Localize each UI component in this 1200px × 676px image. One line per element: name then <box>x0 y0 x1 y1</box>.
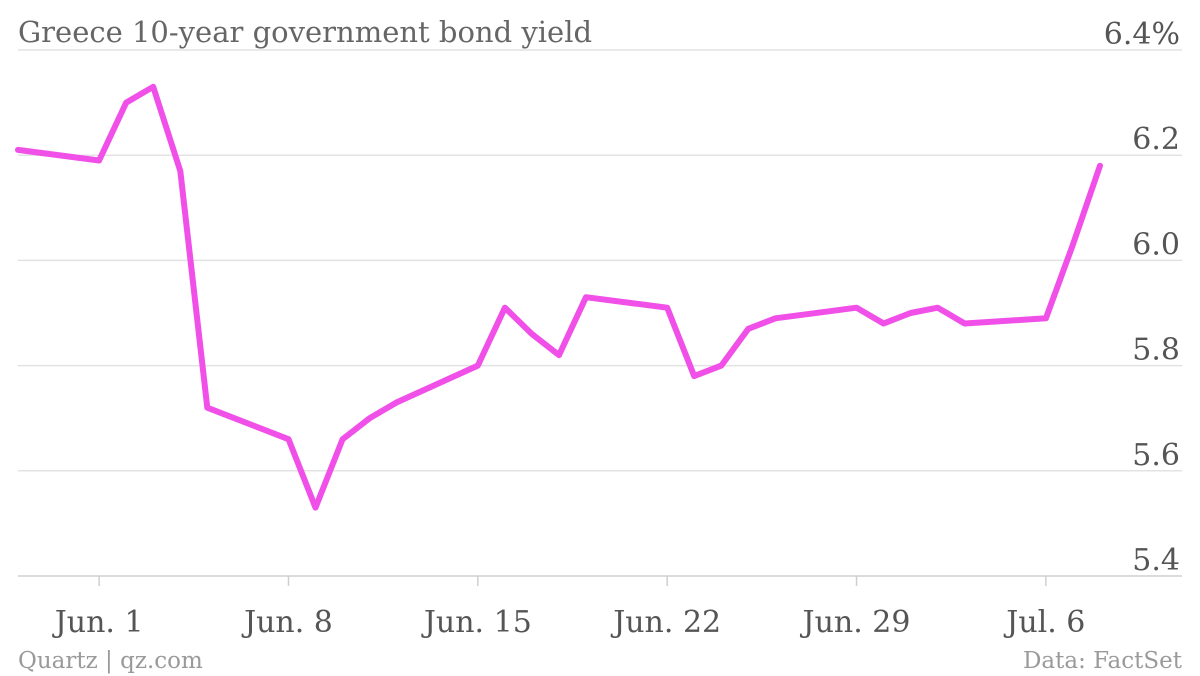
data-point <box>312 505 319 511</box>
data-point <box>1043 315 1049 321</box>
y-axis-labels: 6.4% 6.2 6.0 5.8 5.6 5.4 <box>1104 17 1180 578</box>
y-tick-label: 6.0 <box>1132 227 1180 262</box>
data-point <box>935 305 941 311</box>
data-point <box>691 373 697 379</box>
x-tick-label: Jun. 1 <box>52 605 144 640</box>
data-point <box>339 436 346 442</box>
data-point <box>556 352 562 358</box>
y-tick-label: 6.4% <box>1104 17 1180 52</box>
x-tick-label: Jun. 15 <box>421 605 532 640</box>
gridlines <box>18 49 1182 577</box>
data-point <box>96 157 102 164</box>
credit-text: Quartz | qz.com <box>18 648 203 674</box>
data-point <box>583 294 589 300</box>
data-point <box>1097 163 1103 169</box>
y-tick-label: 5.8 <box>1132 333 1180 368</box>
data-point <box>745 326 751 332</box>
data-point <box>15 147 21 153</box>
data-point <box>285 436 292 442</box>
data-point <box>908 310 914 316</box>
y-tick-label: 5.4 <box>1132 543 1180 578</box>
x-axis: Jun. 1 Jun. 8 Jun. 15 Jun. 22 Jun. 29 Jul. 6 <box>52 576 1085 640</box>
data-point <box>1070 242 1076 248</box>
data-point <box>880 320 887 327</box>
x-tick-label: Jun. 29 <box>800 605 911 640</box>
data-point <box>502 305 508 311</box>
chart-title: Greece 10-year government bond yield <box>18 15 592 49</box>
data-point <box>772 315 778 321</box>
y-tick-label: 6.2 <box>1132 122 1180 157</box>
data-point <box>475 363 481 369</box>
source-text: Data: FactSet <box>1023 648 1183 674</box>
data-point <box>962 320 968 327</box>
data-point <box>204 405 210 411</box>
data-point <box>150 84 156 90</box>
x-tick-label: Jul. 6 <box>1003 605 1085 640</box>
y-tick-label: 5.6 <box>1132 438 1180 473</box>
series-layer <box>15 83 1103 511</box>
data-point <box>529 331 535 337</box>
series-line <box>15 83 1103 511</box>
x-tick-label: Jun. 22 <box>610 605 721 640</box>
data-point <box>177 168 183 174</box>
data-point <box>718 363 724 369</box>
data-point <box>664 305 670 311</box>
data-point <box>853 305 860 311</box>
data-point <box>123 100 129 106</box>
x-tick-label: Jun. 8 <box>241 605 333 640</box>
data-point <box>394 399 400 406</box>
data-point <box>367 415 373 421</box>
